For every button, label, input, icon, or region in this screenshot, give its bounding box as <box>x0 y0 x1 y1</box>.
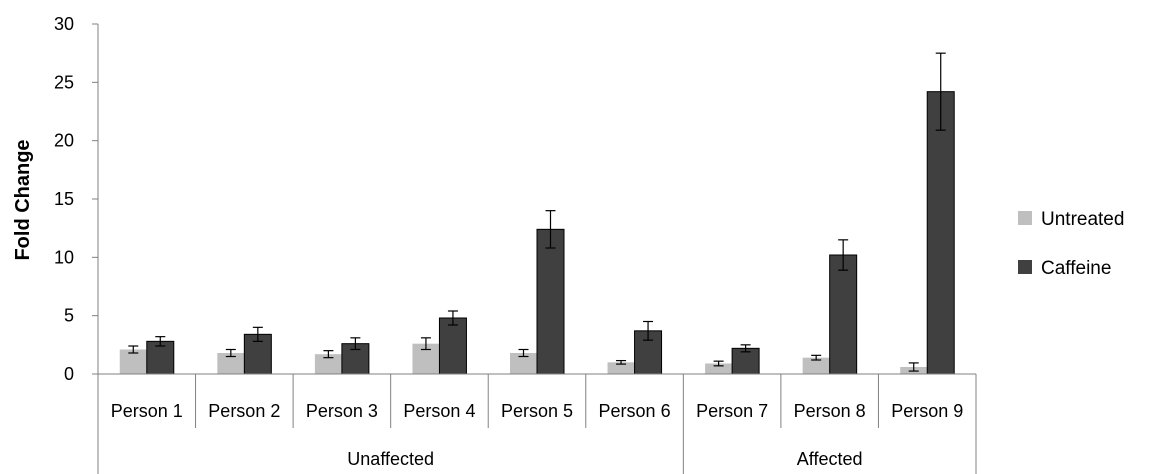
x-category-label: Person 6 <box>599 401 671 421</box>
bar-caffeine-5 <box>536 228 565 375</box>
bar-untreated-5 <box>510 353 537 374</box>
x-category-label: Person 8 <box>794 401 866 421</box>
x-group-label: Unaffected <box>347 449 434 469</box>
legend-label-caffeine: Caffeine <box>1041 258 1111 279</box>
legend-swatch-untreated <box>1018 211 1032 225</box>
y-axis: 0 5 10 15 20 25 30 <box>54 14 99 384</box>
y-tick-label: 15 <box>54 189 74 209</box>
x-axis: Person 1 Person 2 Person 3 Person 4 Person 5… <box>97 373 977 474</box>
y-tick-label: 0 <box>64 364 74 384</box>
bar-caffeine-9 <box>926 91 955 375</box>
x-category-label: Person 3 <box>306 401 378 421</box>
y-tick-label: 25 <box>54 72 74 92</box>
y-axis-title: Fold Change <box>12 139 34 260</box>
x-category-label: Person 2 <box>208 401 280 421</box>
legend: Untreated Caffeine <box>1018 209 1124 279</box>
x-category-label: Person 5 <box>501 401 573 421</box>
bars <box>119 52 955 375</box>
bar-caffeine-8 <box>829 254 858 375</box>
bar-caffeine-4 <box>438 317 467 375</box>
y-tick-label: 20 <box>54 131 74 151</box>
legend-label-untreated: Untreated <box>1041 209 1124 230</box>
x-group-label: Affected <box>797 449 863 469</box>
y-tick-label: 10 <box>54 247 74 267</box>
bar-untreated-2 <box>217 353 245 374</box>
bar-caffeine-7 <box>731 347 760 375</box>
x-category-label: Person 7 <box>696 401 768 421</box>
y-tick-label: 5 <box>64 306 74 326</box>
bar-untreated-3 <box>314 354 342 374</box>
y-tick-label: 30 <box>54 14 74 34</box>
bar-untreated-7 <box>705 363 733 374</box>
legend-swatch-caffeine <box>1018 260 1032 274</box>
bar-untreated-8 <box>802 357 830 374</box>
x-category-label: Person 1 <box>111 401 183 421</box>
x-category-label: Person 4 <box>403 401 475 421</box>
bar-untreated-6 <box>607 362 635 374</box>
x-category-label: Person 9 <box>891 401 963 421</box>
